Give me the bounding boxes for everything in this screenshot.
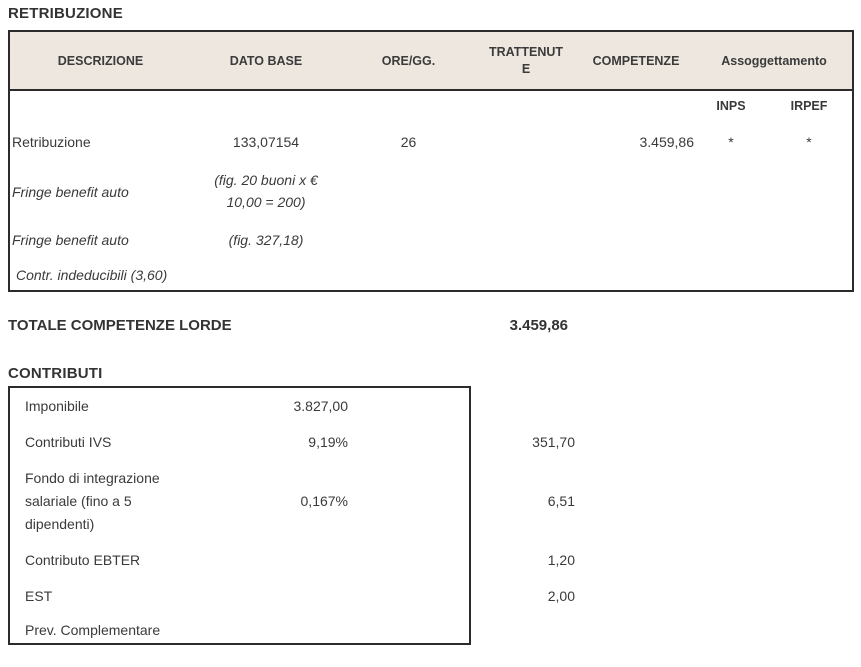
contributo-dato: 3.827,00	[215, 395, 348, 418]
cell-descrizione: Fringe benefit auto	[9, 221, 191, 259]
totale-competenze-value: 3.459,86	[492, 317, 568, 334]
contributi-row-prev-complementare: Prev. Complementare	[8, 614, 575, 646]
totale-competenze-row: TOTALE COMPETENZE LORDE 3.459,86	[8, 317, 854, 337]
cell-dato-base: (fig. 20 buoni x € 10,00 = 200)	[191, 163, 341, 221]
assoggettamento-subheader-row: INPS IRPEF	[9, 90, 853, 121]
totale-competenze-label: TOTALE COMPETENZE LORDE	[8, 317, 232, 334]
contributi-row-fondo-integrazione: Fondo di integrazione salariale (fino a …	[8, 460, 575, 542]
contributo-dato: 0,167%	[215, 490, 348, 513]
table-row-fringe-benefit-1: Fringe benefit auto (fig. 20 buoni x € 1…	[9, 163, 853, 221]
cell-inps-flag: *	[696, 121, 766, 163]
contributo-label: Fondo di integrazione salariale (fino a …	[25, 467, 215, 536]
subcolumn-header-inps: INPS	[696, 90, 766, 121]
contributo-trattenuta: 351,70	[348, 431, 575, 454]
contributi-row-ivs: Contributi IVS 9,19% 351,70	[8, 424, 575, 460]
contributo-dato: 9,19%	[215, 431, 348, 454]
contributi-row-ebter: Contributo EBTER 1,20	[8, 542, 575, 578]
table-row-contr-indeducibili: Contr. indeducibili (3,60)	[9, 259, 853, 291]
contributo-trattenuta: 2,00	[348, 585, 575, 608]
column-header-competenze: COMPETENZE	[576, 31, 696, 90]
contributo-label: Contributo EBTER	[25, 549, 215, 572]
retribuzione-table: DESCRIZIONE DATO BASE ORE/GG. TRATTENUTE…	[8, 30, 854, 292]
payslip-page: RETRIBUZIONE DESCRIZIONE DATO BASE ORE/G…	[0, 0, 861, 667]
column-header-trattenute-label: TRATTENUTE	[488, 44, 564, 78]
cell-dato-base: (fig. 327,18)	[191, 221, 341, 259]
contributi-row-imponibile: Imponibile 3.827,00	[8, 388, 575, 424]
contributo-label: Prev. Complementare	[25, 619, 215, 642]
contributo-label: Contributi IVS	[25, 431, 215, 454]
retribuzione-section-title: RETRIBUZIONE	[8, 5, 123, 22]
contributi-section-title: CONTRIBUTI	[8, 365, 103, 382]
contributo-trattenuta: 1,20	[348, 549, 575, 572]
contributo-label: Imponibile	[25, 395, 215, 418]
table-row-fringe-benefit-2: Fringe benefit auto (fig. 327,18)	[9, 221, 853, 259]
column-header-descrizione: DESCRIZIONE	[9, 31, 191, 90]
cell-descrizione: Contr. indeducibili (3,60)	[9, 259, 341, 291]
cell-competenze: 3.459,86	[576, 121, 696, 163]
contributi-row-est: EST 2,00	[8, 578, 575, 614]
column-header-dato-base: DATO BASE	[191, 31, 341, 90]
cell-ore-gg: 26	[341, 121, 476, 163]
cell-descrizione: Fringe benefit auto	[9, 163, 191, 221]
cell-trattenute	[476, 121, 576, 163]
cell-descrizione: Retribuzione	[9, 121, 191, 163]
subcolumn-header-irpef: IRPEF	[766, 90, 853, 121]
contributi-table: Imponibile 3.827,00 Contributi IVS 9,19%…	[8, 388, 575, 646]
contributo-trattenuta: 6,51	[348, 490, 575, 513]
column-header-assoggettamento: Assoggettamento	[696, 31, 853, 90]
column-header-ore-gg: ORE/GG.	[341, 31, 476, 90]
column-header-trattenute: TRATTENUTE	[476, 31, 576, 90]
cell-irpef-flag: *	[766, 121, 853, 163]
table-row-retribuzione: Retribuzione 133,07154 26 3.459,86 * *	[9, 121, 853, 163]
cell-dato-base: 133,07154	[191, 121, 341, 163]
contributo-label: EST	[25, 585, 215, 608]
retribuzione-header-row: DESCRIZIONE DATO BASE ORE/GG. TRATTENUTE…	[9, 31, 853, 90]
